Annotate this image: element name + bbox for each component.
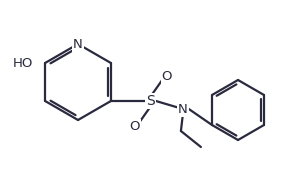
Text: O: O: [130, 121, 140, 133]
Text: HO: HO: [13, 56, 33, 69]
Text: N: N: [73, 37, 83, 51]
Text: S: S: [147, 94, 155, 108]
Text: N: N: [178, 103, 188, 116]
Text: O: O: [162, 69, 172, 83]
